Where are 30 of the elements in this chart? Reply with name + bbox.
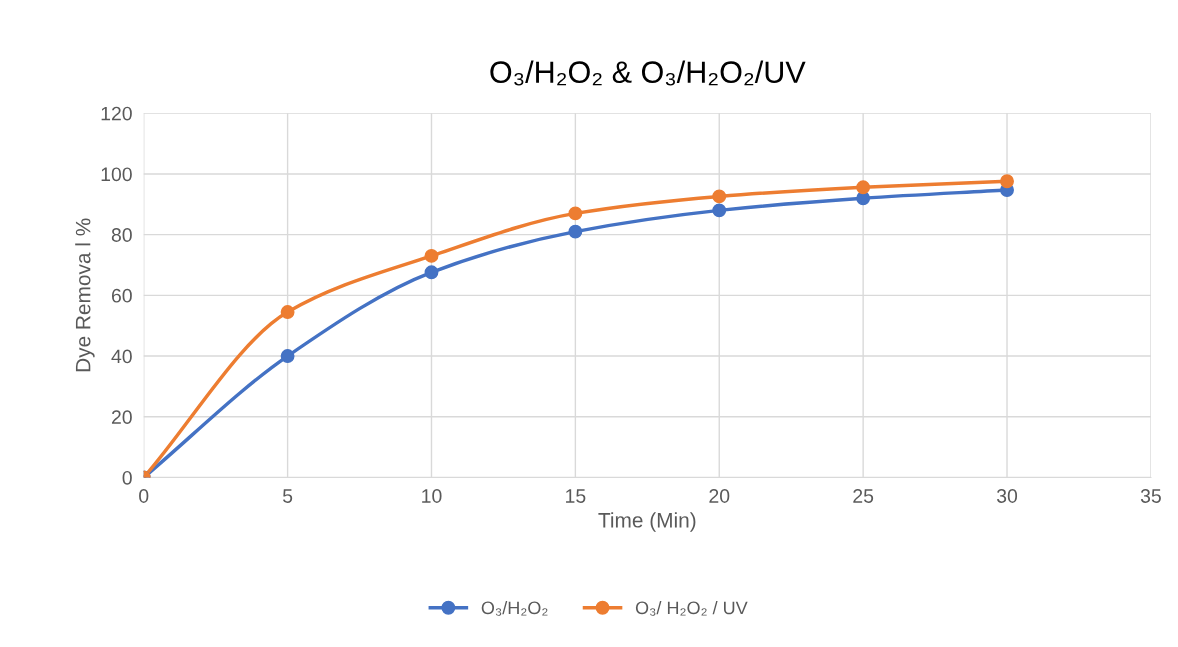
point — [856, 180, 871, 195]
point — [424, 248, 439, 263]
legend-label: O₃/H₂O₂ — [481, 600, 548, 616]
point — [712, 189, 727, 204]
chart-title: O₃/H₂O₂ & O₃/H₂O₂/UV — [490, 60, 806, 86]
y-axis-title: Dye Remova l % — [75, 218, 95, 372]
x-tick-label: 30 — [996, 489, 1018, 503]
point — [280, 349, 295, 364]
point — [712, 203, 727, 218]
y-tick-label: 60 — [111, 288, 132, 303]
y-tick-label: 20 — [111, 410, 132, 425]
x-tick-label: 15 — [566, 489, 586, 503]
x-axis-title: Time (Min) — [598, 512, 696, 532]
y-tick-label: 100 — [101, 167, 132, 182]
x-tick-label: 25 — [853, 489, 874, 503]
x-tick-label: 0 — [139, 489, 149, 503]
x-tick-label: 10 — [422, 489, 442, 503]
point — [568, 224, 583, 239]
x-tick-label: 20 — [709, 489, 730, 503]
point — [1000, 174, 1014, 189]
y-tick-label: 120 — [101, 106, 132, 121]
y-tick-label: 0 — [122, 470, 132, 485]
point — [424, 265, 439, 280]
y-tick-label: 80 — [111, 228, 132, 242]
x-tick-label: 35 — [1140, 489, 1161, 503]
legend-label: O₃/ H₂O₂ / UV — [635, 600, 748, 616]
point — [280, 305, 295, 319]
point — [568, 206, 583, 221]
y-tick-label: 40 — [111, 349, 132, 364]
x-tick-label: 5 — [282, 489, 293, 503]
